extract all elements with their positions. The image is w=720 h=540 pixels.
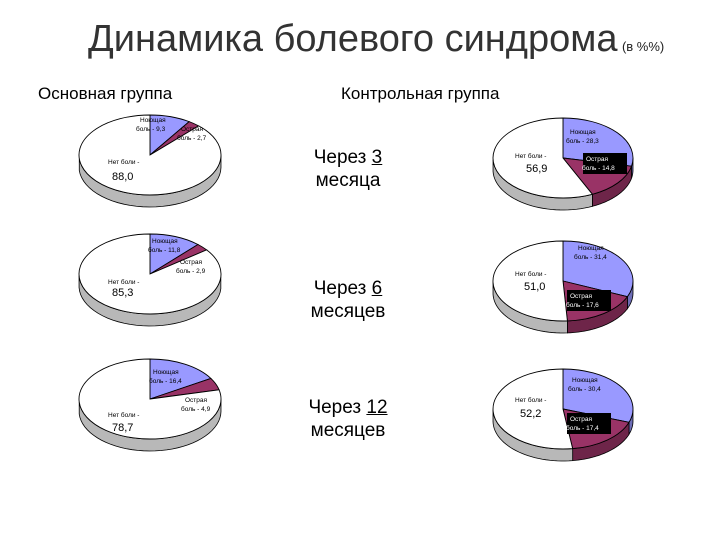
slice-value-label: 52,2 xyxy=(520,408,541,420)
period-label-3: Через 3 месяца xyxy=(292,146,404,192)
period-suffix: месяцев xyxy=(310,420,386,441)
slice-label: Ноющая xyxy=(578,245,604,252)
slice-value-label: боль - 17,4 xyxy=(566,424,599,432)
slice-value-label: 78,7 xyxy=(112,422,133,434)
slice-label: Нет боли - xyxy=(515,396,546,404)
label-box xyxy=(567,413,611,434)
period-suffix: месяцев xyxy=(310,301,386,322)
pie-slice xyxy=(492,240,568,322)
period-prefix: Через xyxy=(313,278,372,299)
period-suffix: месяца xyxy=(315,170,381,191)
slice-label: Ноющая xyxy=(140,117,166,124)
slice-label: Нет боли - xyxy=(515,270,546,278)
period-label-12: Через 12 месяцев xyxy=(292,396,404,442)
slice-label: Нет боли - xyxy=(108,411,139,419)
pie-slice xyxy=(492,117,594,199)
period-number: 3 xyxy=(371,147,383,168)
slice-value-label: боль - 2,9 xyxy=(176,267,206,275)
slice-value-label: 85,3 xyxy=(112,287,133,299)
slice-label: Острая xyxy=(570,416,593,423)
slice-value-label: боль - 9,3 xyxy=(136,125,166,133)
slice-value-label: боль - 28,3 xyxy=(566,137,599,145)
slice-value-label: 51,0 xyxy=(524,281,545,293)
label-box xyxy=(583,153,627,174)
column-header-control: Контрольная группа xyxy=(341,84,500,103)
pie-slice xyxy=(78,114,222,196)
title-unit: (в %%) xyxy=(621,39,665,54)
pie-slice xyxy=(149,358,212,400)
pie-slice xyxy=(562,368,634,423)
pie-slice xyxy=(78,358,222,440)
slice-label: Ноющая xyxy=(152,238,178,245)
slice-label: Ноющая xyxy=(572,377,598,384)
slice-label: Острая xyxy=(586,156,609,163)
title-main: Динамика болевого синдрома xyxy=(88,18,618,60)
slice-label: Острая xyxy=(570,293,593,300)
slice-value-label: боль - 11,8 xyxy=(148,246,181,254)
slice-label: Острая xyxy=(185,397,208,404)
pie-slice xyxy=(492,368,574,450)
pie-slice xyxy=(562,240,634,298)
slice-value-label: боль - 17,6 xyxy=(566,301,599,309)
pie-slice xyxy=(78,233,222,315)
slice-label: Нет боли - xyxy=(515,152,546,160)
slice-label: Нет боли - xyxy=(108,158,139,166)
period-number: 12 xyxy=(366,397,388,418)
period-label-6: Через 6 месяцев xyxy=(292,277,404,323)
slice-value-label: боль - 4,9 xyxy=(181,405,211,413)
period-number: 6 xyxy=(371,278,383,299)
slice-value-label: боль - 31,4 xyxy=(574,253,607,261)
slice-value-label: 88,0 xyxy=(112,171,133,183)
slice-value-label: боль - 2,7 xyxy=(177,134,207,142)
slice-label: Ноющая xyxy=(153,369,179,376)
column-header-main: Основная группа xyxy=(38,84,173,103)
slice-label: Острая xyxy=(180,259,203,266)
slice-value-label: боль - 16,4 xyxy=(149,377,182,385)
slice-label: Острая xyxy=(181,126,204,133)
period-prefix: Через xyxy=(313,147,372,168)
slice-label: Ноющая xyxy=(570,129,596,136)
slice-value-label: боль - 14,8 xyxy=(582,164,615,172)
slice-value-label: боль - 30,4 xyxy=(568,385,601,393)
slice-label: Нет боли - xyxy=(108,278,139,286)
period-prefix: Через xyxy=(308,397,367,418)
slice-value-label: 56,9 xyxy=(526,163,547,175)
page-title: Динамика болевого синдрома (в %%) xyxy=(88,18,664,61)
label-box xyxy=(567,290,611,311)
